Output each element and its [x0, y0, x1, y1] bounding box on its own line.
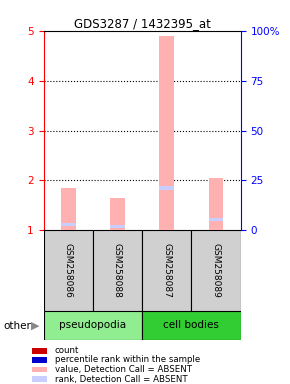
Bar	[93, 230, 142, 311]
Bar	[110, 198, 125, 230]
Bar	[191, 230, 241, 311]
Text: rank, Detection Call = ABSENT: rank, Detection Call = ABSENT	[55, 375, 187, 384]
Bar	[32, 357, 47, 362]
Title: GDS3287 / 1432395_at: GDS3287 / 1432395_at	[74, 17, 211, 30]
Text: pseudopodia: pseudopodia	[59, 320, 126, 331]
Bar	[32, 348, 47, 354]
Text: GSM258088: GSM258088	[113, 243, 122, 298]
Bar	[142, 311, 241, 340]
Text: value, Detection Call = ABSENT: value, Detection Call = ABSENT	[55, 365, 191, 374]
Bar	[110, 225, 125, 228]
Text: percentile rank within the sample: percentile rank within the sample	[55, 355, 200, 364]
Bar	[160, 36, 174, 230]
Bar	[32, 376, 47, 382]
Text: cell bodies: cell bodies	[164, 320, 219, 331]
Text: ▶: ▶	[30, 321, 39, 331]
Text: GSM258087: GSM258087	[162, 243, 171, 298]
Bar	[142, 230, 191, 311]
Bar	[209, 178, 224, 230]
Text: other: other	[3, 321, 31, 331]
Bar	[44, 230, 93, 311]
Text: GSM258086: GSM258086	[64, 243, 73, 298]
Bar	[209, 218, 224, 221]
Bar	[32, 367, 47, 372]
Bar	[61, 223, 75, 226]
Text: GSM258089: GSM258089	[211, 243, 221, 298]
Bar	[61, 188, 75, 230]
Bar	[160, 186, 174, 190]
Text: count: count	[55, 346, 79, 356]
Bar	[44, 311, 142, 340]
